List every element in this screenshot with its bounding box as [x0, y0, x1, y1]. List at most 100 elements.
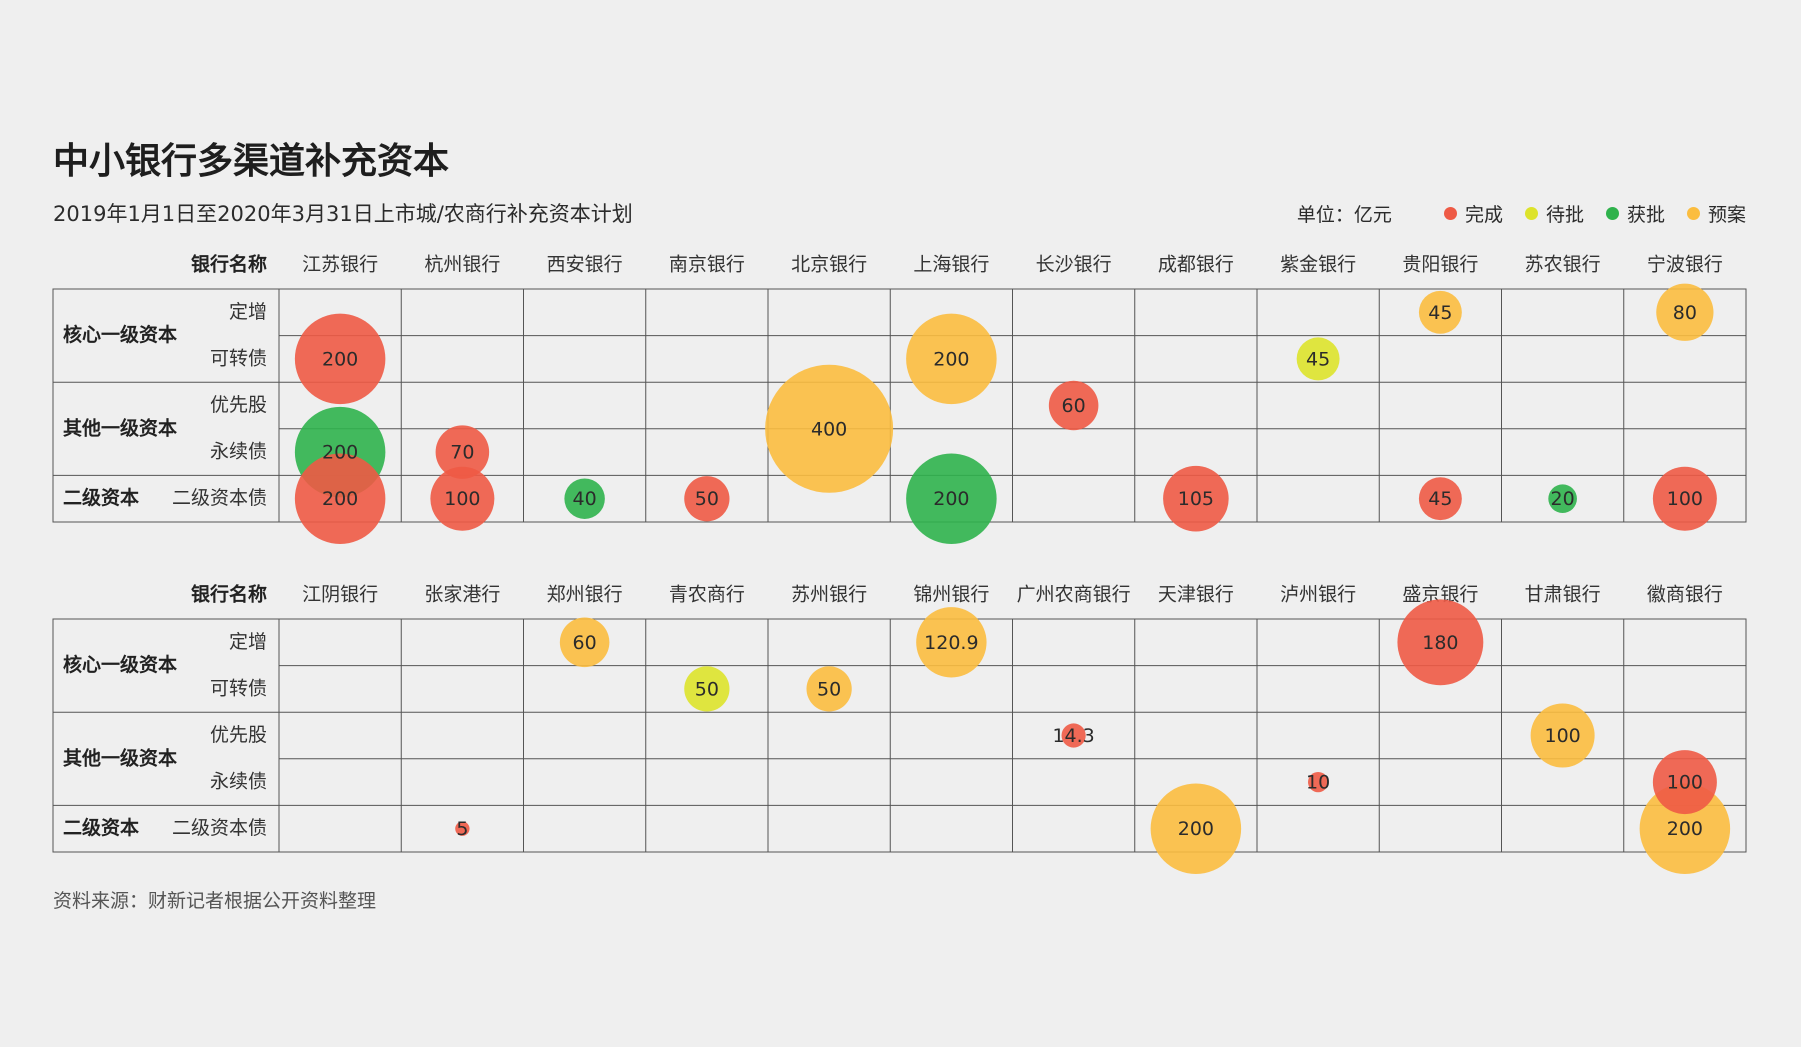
bank-name: 锦州银行: [913, 584, 989, 606]
bank-name: 贵阳银行: [1402, 254, 1478, 276]
bank-name: 青农商行: [669, 584, 745, 606]
bank-name: 上海银行: [913, 254, 989, 276]
bubble-done: [1061, 723, 1086, 748]
bubble-value: 105: [1178, 488, 1214, 510]
unit-label: 单位：亿元: [1296, 204, 1392, 226]
bubble-value: 400: [811, 418, 847, 440]
bubble-value: 60: [573, 632, 597, 654]
row-label: 可转债: [210, 347, 267, 369]
bubble-done: [1652, 750, 1717, 815]
bubbles: [455, 599, 1731, 874]
bubble-value: 60: [1062, 395, 1086, 417]
source-note: 资料来源：财新记者根据公开资料整理: [53, 890, 377, 912]
legend-label-approved: 获批: [1626, 204, 1665, 226]
bubble-value: 100: [1544, 725, 1580, 747]
row-label: 定增: [229, 631, 267, 653]
row-label: 永续债: [210, 771, 267, 793]
bubble-done: [1048, 380, 1099, 431]
bubble-value: 120.9: [924, 632, 978, 654]
chart-subtitle: 2019年1月1日至2020年3月31日上市城/农商行补充资本计划: [53, 202, 633, 226]
bubble-value: 200: [322, 488, 358, 510]
legend-dot-done: [1443, 207, 1457, 220]
bank-name: 苏州银行: [791, 584, 867, 606]
bubble-value: 10: [1306, 772, 1330, 794]
bubble-value: 50: [817, 678, 841, 700]
bubble-value: 100: [1667, 772, 1703, 794]
bubble-value: 14.3: [1052, 725, 1094, 747]
legend-dot-approved: [1605, 207, 1619, 220]
bank-name: 张家港行: [424, 584, 500, 606]
bubble-plan: [916, 607, 987, 678]
bubble-value: 200: [322, 348, 358, 370]
row-label: 优先股: [210, 724, 267, 746]
bubble-plan: [806, 666, 852, 712]
bubble-pending: [684, 666, 730, 712]
bubble-done: [430, 466, 495, 531]
grid-lines: [52, 618, 1747, 853]
legend-item-pending: 待批: [1524, 200, 1584, 227]
legend-dot-pending: [1524, 207, 1538, 220]
bubble-value: 100: [1667, 488, 1703, 510]
bubble-approved: [906, 453, 997, 544]
bank-name: 盛京银行: [1402, 584, 1478, 606]
row-group-label: 其他一级资本: [63, 416, 177, 439]
row-label: 永续债: [210, 441, 267, 463]
bank-name: 北京银行: [791, 254, 867, 276]
row-group-label: 二级资本: [63, 816, 139, 839]
row-label: 可转债: [210, 677, 267, 699]
bubble-value: 45: [1306, 348, 1330, 370]
bubble-value: 100: [444, 488, 480, 510]
bubble-done: [1418, 477, 1462, 521]
bubble-labels: 200 200 200 70 100 40 50 400 200 200 60 105 45 45 45 20…: [322, 302, 1703, 510]
bubble-plan: [1530, 703, 1595, 768]
table-border: [52, 618, 1747, 853]
bank-name: 长沙银行: [1036, 254, 1112, 276]
row-group-label: 核心一级资本: [63, 323, 177, 346]
legend-label-pending: 待批: [1545, 204, 1584, 226]
bank-name: 江苏银行: [302, 254, 378, 276]
bubble-value: 40: [573, 488, 597, 510]
bubble-done: [1397, 599, 1484, 686]
bubble-done: [294, 313, 386, 405]
bubble-approved: [564, 478, 605, 519]
row-label: 定增: [229, 301, 267, 323]
legend-label-plan: 预案: [1707, 204, 1746, 226]
bubble-plan: [906, 313, 997, 405]
bank-name: 紫金银行: [1280, 254, 1356, 276]
bubble-value: 180: [1422, 632, 1458, 654]
bubble-done: [455, 821, 470, 836]
bubble-value: 50: [695, 678, 719, 700]
bank-name: 苏农银行: [1525, 254, 1601, 276]
bank-name: 成都银行: [1158, 254, 1234, 276]
bubble-plan: [1656, 283, 1714, 341]
row-group-label: 核心一级资本: [63, 653, 177, 676]
header-label: 银行名称: [191, 253, 267, 276]
row-label: 二级资本债: [172, 817, 267, 839]
bubble-done: [435, 425, 490, 479]
bubble-done: [684, 476, 730, 522]
panel-1: 银行名称 江苏银行 杭州银行 西安银行 南京银行 北京银行 上海银行 长沙银行 成都银行 紫金银行…: [52, 253, 1747, 544]
bubble-value: 50: [695, 488, 719, 510]
legend-item-plan: 预案: [1686, 200, 1746, 227]
bubble-done: [1308, 771, 1329, 793]
bubble-value: 200: [322, 442, 358, 464]
bank-name: 西安银行: [547, 254, 623, 276]
legend-label-done: 完成: [1464, 204, 1503, 226]
bubble-value: 5: [456, 818, 468, 840]
legend-item-approved: 获批: [1605, 200, 1665, 227]
bank-name: 江阴银行: [302, 584, 378, 606]
bank-name: 南京银行: [669, 254, 745, 276]
row-group-label: 其他一级资本: [63, 746, 177, 769]
bubble-value: 20: [1551, 488, 1575, 510]
bank-name: 广州农商银行: [1017, 584, 1131, 606]
bubble-plan: [765, 364, 894, 493]
bubble-plan: [559, 617, 610, 668]
bank-name: 徽商银行: [1647, 584, 1723, 606]
bubble-done: [294, 453, 386, 544]
bank-name: 杭州银行: [424, 254, 500, 276]
bubble-value: 45: [1428, 488, 1452, 510]
bubble-plan: [1150, 783, 1242, 874]
header-label: 银行名称: [191, 583, 267, 606]
bubble-pending: [1296, 337, 1340, 381]
